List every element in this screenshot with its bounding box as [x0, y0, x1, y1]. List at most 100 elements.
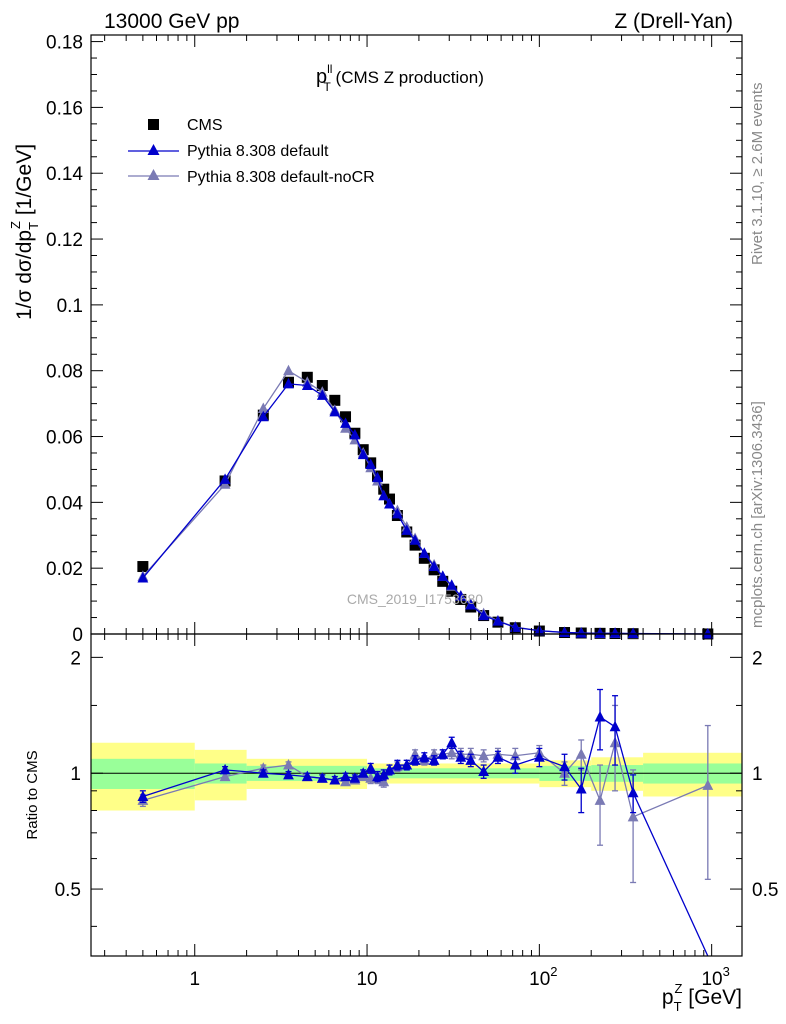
- legend-nocr-marker: [147, 169, 160, 180]
- legend-default-label: Pythia 8.308 default: [187, 143, 329, 160]
- cms-point: [446, 585, 458, 597]
- ylabel-part-unit: [1/GeV]: [13, 144, 36, 221]
- xlabel-part-sub: T: [674, 999, 682, 1014]
- pythia-default-point: [378, 489, 390, 501]
- pythia-default-ratio-point: [492, 751, 504, 762]
- pythia-default-ratio-point: [627, 786, 639, 798]
- cms-point: [137, 561, 149, 573]
- title-sup: ll: [327, 62, 332, 76]
- pythia-default-point: [365, 458, 377, 470]
- pythia-default-ratio-point: [418, 751, 430, 762]
- pythia-default-ratio-point: [391, 759, 403, 770]
- main-ytick-label: 0.06: [46, 428, 83, 449]
- pythia-default-point: [257, 410, 269, 422]
- main-ytick-label: 0: [72, 625, 83, 646]
- pythia-default-ratio-point: [316, 772, 328, 783]
- main-title: pll T (CMS Z production): [316, 62, 484, 94]
- pythia-default-ratio-point: [446, 736, 458, 748]
- pythia-default-point: [384, 497, 395, 509]
- cms-point: [329, 394, 341, 406]
- main-ytick-label: 0.16: [46, 98, 83, 119]
- title-rest: (CMS Z production): [331, 68, 484, 87]
- pythia-default-point: [137, 572, 149, 583]
- main-ytick-label: 0.12: [46, 230, 83, 251]
- pythia-default-ratio-point: [609, 720, 621, 732]
- pythia-default-ratio-point: [378, 768, 390, 780]
- pythia-default-ratio-point: [357, 767, 369, 778]
- pythia-default-point: [401, 524, 413, 535]
- pythia-default-point: [316, 389, 328, 400]
- pythia-nocr-ratio-point: [219, 770, 231, 782]
- pythia-default-ratio-point: [401, 759, 413, 770]
- pythia-default-point: [478, 609, 490, 621]
- xtick-label: 10: [356, 969, 377, 990]
- main-ytick-label: 0.14: [46, 164, 83, 185]
- header-left: 13000 GeV pp: [104, 10, 239, 33]
- main-ytick-label: 0.1: [57, 296, 83, 317]
- pythia-default-point: [283, 377, 294, 389]
- cms-point: [340, 411, 352, 423]
- pythia-nocr-ratio-point: [594, 794, 606, 805]
- pythia-default-ratio-point: [594, 710, 606, 722]
- pythia-default-point: [391, 507, 403, 519]
- pythia-default-point: [349, 428, 361, 440]
- pythia-default-point: [357, 448, 369, 460]
- pythia-nocr-ratio-point: [446, 746, 458, 758]
- pythia-default-ratio-point: [349, 772, 361, 783]
- pythia-nocr-ratio-point: [465, 748, 477, 759]
- pythia-default-point: [418, 547, 430, 558]
- pythia-default-ratio-point: [340, 770, 351, 782]
- pythia-default-point: [428, 560, 440, 572]
- cms-point: [409, 539, 421, 551]
- pythia-default-point: [329, 405, 341, 417]
- pythia-default-ratio-point: [465, 754, 477, 765]
- title-sub: T: [323, 80, 331, 94]
- xtick-label: 103: [701, 964, 729, 990]
- legend-default-marker: [147, 144, 160, 155]
- pythia-default-point: [609, 627, 621, 638]
- pythia-nocr-ratio-point: [478, 749, 490, 761]
- pythia-default-point: [455, 590, 467, 601]
- pythia-default-ratio-point: [428, 754, 440, 765]
- mcplots-label: mcplots.cern.ch [arXiv:1306.3436]: [749, 401, 766, 628]
- pythia-default-ratio-point: [409, 754, 421, 765]
- main-ylabel: 1/σ dσ/dpTZ [1/GeV]: [8, 144, 41, 320]
- pythia-default-ratio-point: [219, 763, 231, 775]
- main-ytick-label: 0.04: [46, 493, 83, 514]
- pythia-default-point: [219, 473, 231, 484]
- ylabel-part-sub: T: [26, 222, 41, 230]
- pythia-default-ratio-point: [365, 762, 377, 773]
- ratio-ytick-label: 1: [70, 764, 81, 785]
- pythia-default-ratio-point: [283, 768, 294, 780]
- ratio-ytick-label: 0.5: [55, 880, 81, 901]
- pythia-default-ratio-point: [384, 763, 395, 775]
- xlabel-part-unit: [GeV]: [682, 986, 742, 1009]
- main-ytick-label: 0.18: [46, 33, 83, 54]
- pythia-default-point: [409, 534, 421, 545]
- pythia-default-ratio-point: [559, 760, 570, 772]
- ratio-ytick-label-right: 1: [752, 764, 763, 785]
- cms-point: [378, 483, 390, 495]
- pythia-default-point: [446, 579, 458, 590]
- pythia-default-point: [372, 471, 383, 483]
- xlabel-part-main: p: [662, 986, 674, 1009]
- pythia-default-point: [702, 627, 714, 639]
- pythia-default-point: [575, 627, 587, 638]
- pythia-default-point: [340, 417, 351, 428]
- pythia-default-ratio-point: [509, 759, 521, 770]
- pythia-nocr-point: [257, 402, 269, 414]
- legend-cms-label: CMS: [187, 117, 223, 134]
- pythia-default-ratio-point: [533, 751, 545, 762]
- xtick-label: 1: [189, 969, 200, 990]
- legend-nocr-label: Pythia 8.308 default-noCR: [187, 169, 375, 186]
- pythia-nocr-ratio-point: [627, 810, 639, 822]
- xlabel-part-sup: Z: [675, 981, 683, 996]
- ratio-ytick-label-right: 2: [752, 648, 763, 669]
- ratio-series-layer: [137, 688, 714, 957]
- pythia-default-point: [627, 627, 639, 639]
- ratio-ytick-label: 2: [70, 648, 81, 669]
- main-ytick-label: 0.02: [46, 559, 83, 580]
- pythia-default-ratio-point: [575, 782, 587, 794]
